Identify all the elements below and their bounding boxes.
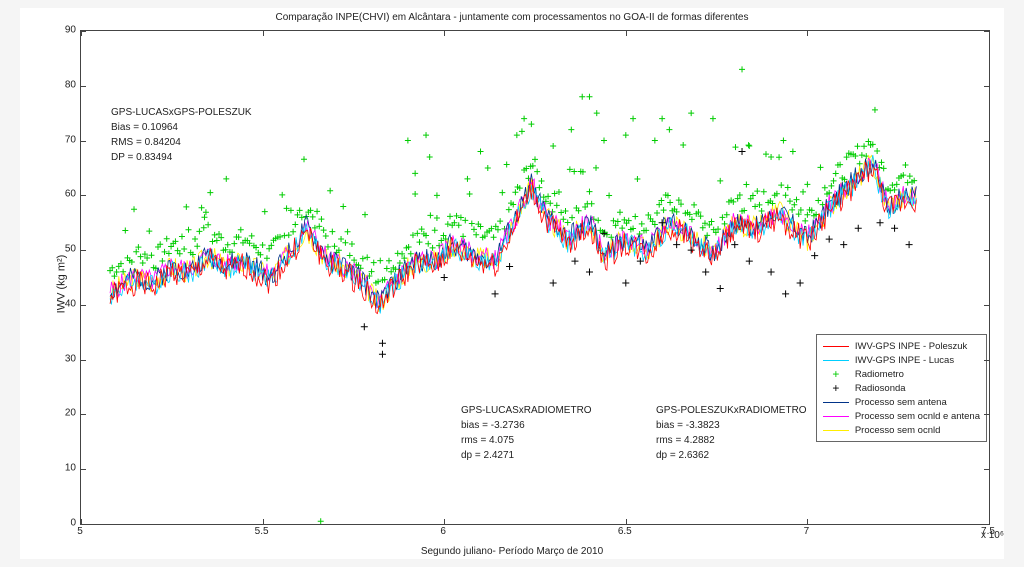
legend-label: IWV-GPS INPE - Poleszuk [855,341,967,352]
stats1-bias: Bias = 0.10964 [111,120,252,135]
legend-swatch: + [823,383,849,393]
stats3-rms: rms = 4.2882 [656,433,807,448]
x-tick-label: 7.5 [968,526,1008,537]
x-tick-label: 5 [60,526,100,537]
y-tick-label: 70 [40,134,76,145]
legend-item: Processo sem ocnld e antena [823,409,980,423]
figure-window: Comparação INPE(CHVI) em Alcântara - jun… [20,8,1004,559]
stats3-bias: bias = -3.3823 [656,418,807,433]
legend-item: + Radiosonda [823,381,980,395]
stats1-dp: DP = 0.83494 [111,150,252,165]
y-tick-label: 30 [40,353,76,364]
legend-label: Processo sem antena [855,397,947,408]
legend-item: IWV-GPS INPE - Lucas [823,353,980,367]
y-tick-label: 80 [40,79,76,90]
legend-label: IWV-GPS INPE - Lucas [855,355,954,366]
legend-swatch: + [823,369,849,379]
x-tick-label: 7 [786,526,826,537]
legend-swatch [823,355,849,365]
plot-area: GPS-LUCASxGPS-POLESZUK Bias = 0.10964 RM… [80,30,990,525]
stats-block-gps-lucas-radiometro: GPS-LUCASxRADIOMETRO bias = -3.2736 rms … [461,403,592,463]
stats-block-gps-poleszuk-radiometro: GPS-POLESZUKxRADIOMETRO bias = -3.3823 r… [656,403,807,463]
stats3-heading: GPS-POLESZUKxRADIOMETRO [656,403,807,418]
x-tick-label: 5.5 [242,526,282,537]
legend-swatch [823,341,849,351]
stats2-dp: dp = 2.4271 [461,448,592,463]
legend-swatch [823,411,849,421]
legend-label: Radiosonda [855,383,906,394]
stats-block-gps-lucas-gps-poleszuk: GPS-LUCASxGPS-POLESZUK Bias = 0.10964 RM… [111,105,252,165]
y-tick-label: 60 [40,189,76,200]
y-tick-label: 50 [40,244,76,255]
y-tick-label: 40 [40,298,76,309]
chart-legend: IWV-GPS INPE - Poleszuk IWV-GPS INPE - Lu… [816,334,987,442]
legend-label: Processo sem ocnld e antena [855,411,980,422]
legend-label: Radiometro [855,369,904,380]
legend-item: + Radiometro [823,367,980,381]
legend-swatch [823,397,849,407]
stats1-rms: RMS = 0.84204 [111,135,252,150]
stats2-heading: GPS-LUCASxRADIOMETRO [461,403,592,418]
y-tick-label: 20 [40,408,76,419]
y-tick-label: 90 [40,25,76,36]
legend-item: Processo sem antena [823,395,980,409]
stats1-heading: GPS-LUCASxGPS-POLESZUK [111,105,252,120]
legend-label: Processo sem ocnld [855,425,941,436]
stats2-bias: bias = -3.2736 [461,418,592,433]
legend-item: Processo sem ocnld [823,423,980,437]
y-tick-label: 10 [40,463,76,474]
x-tick-label: 6 [423,526,463,537]
legend-swatch [823,425,849,435]
x-axis-label: Segundo juliano- Período Março de 2010 [20,546,1004,557]
legend-item: IWV-GPS INPE - Poleszuk [823,339,980,353]
chart-title: Comparação INPE(CHVI) em Alcântara - jun… [20,12,1004,23]
x-tick-label: 6.5 [605,526,645,537]
stats3-dp: dp = 2.6362 [656,448,807,463]
stats2-rms: rms = 4.075 [461,433,592,448]
